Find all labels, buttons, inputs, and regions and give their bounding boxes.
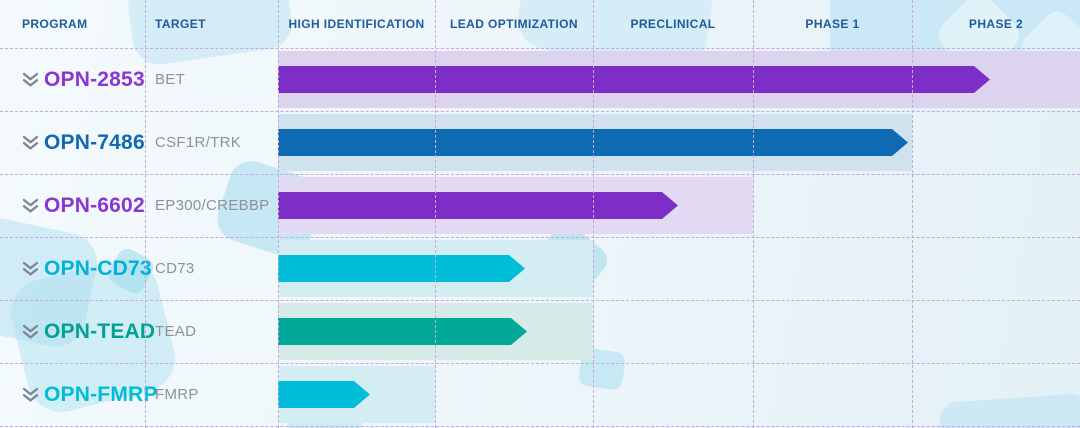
row-separator-line <box>0 237 1080 238</box>
pipeline-row[interactable]: OPN-TEAD TEAD <box>0 300 1080 363</box>
column-separator-line <box>145 0 146 428</box>
double-chevron-down-icon[interactable] <box>22 198 39 214</box>
progress-bar <box>278 318 527 345</box>
program-cell: OPN-FMRP <box>22 363 158 426</box>
progress-bar <box>278 381 370 408</box>
progress-bar <box>278 192 678 219</box>
pipeline-row[interactable]: OPN-2853 BET <box>0 48 1080 111</box>
target-label: BET <box>155 71 186 88</box>
column-header-stage: PHASE 2 <box>968 17 1024 31</box>
progress-bar <box>278 66 990 93</box>
program-name[interactable]: OPN-FMRP <box>44 382 158 406</box>
program-cell: OPN-6602 <box>22 174 145 237</box>
row-separator-line <box>0 111 1080 112</box>
pipeline-row[interactable]: OPN-CD73 CD73 <box>0 237 1080 300</box>
column-header-stage: HIGH IDENTIFICATION <box>288 17 425 31</box>
program-name[interactable]: OPN-TEAD <box>44 319 156 343</box>
program-cell: OPN-TEAD <box>22 300 155 363</box>
column-separator-line <box>912 0 913 428</box>
pipeline-row[interactable]: OPN-6602 EP300/CREBBP <box>0 174 1080 237</box>
double-chevron-down-icon[interactable] <box>22 72 39 88</box>
target-label: CSF1R/TRK <box>155 134 242 151</box>
column-header-stage: PHASE 1 <box>805 17 860 31</box>
pipeline-row[interactable]: OPN-7486 CSF1R/TRK <box>0 111 1080 174</box>
target-label: TEAD <box>155 323 197 340</box>
column-separator-line <box>435 0 436 428</box>
target-label: FMRP <box>155 386 199 403</box>
row-separator-line <box>0 363 1080 364</box>
column-separator-line <box>593 0 594 428</box>
pipeline-row[interactable]: OPN-FMRP FMRP <box>0 363 1080 426</box>
column-header-program: PROGRAM <box>22 17 88 31</box>
row-separator-line <box>0 174 1080 175</box>
double-chevron-down-icon[interactable] <box>22 324 39 340</box>
double-chevron-down-icon[interactable] <box>22 387 39 403</box>
program-cell: OPN-2853 <box>22 48 145 111</box>
program-cell: OPN-CD73 <box>22 237 152 300</box>
row-separator-line <box>0 426 1080 427</box>
program-name[interactable]: OPN-2853 <box>44 67 145 91</box>
program-name[interactable]: OPN-CD73 <box>44 256 152 280</box>
program-cell: OPN-7486 <box>22 111 145 174</box>
column-header-stage: LEAD OPTIMIZATION <box>450 17 578 31</box>
column-header-stage: PRECLINICAL <box>630 17 716 31</box>
program-name[interactable]: OPN-6602 <box>44 193 145 217</box>
column-separator-line <box>753 0 754 428</box>
column-separator-line <box>278 0 279 428</box>
progress-bar <box>278 255 525 282</box>
double-chevron-down-icon[interactable] <box>22 261 39 277</box>
target-label: CD73 <box>155 260 195 277</box>
column-header-target: TARGET <box>155 17 206 31</box>
double-chevron-down-icon[interactable] <box>22 135 39 151</box>
target-label: EP300/CREBBP <box>155 197 270 214</box>
row-separator-line <box>0 300 1080 301</box>
row-separator-line <box>0 48 1080 49</box>
program-name[interactable]: OPN-7486 <box>44 130 145 154</box>
